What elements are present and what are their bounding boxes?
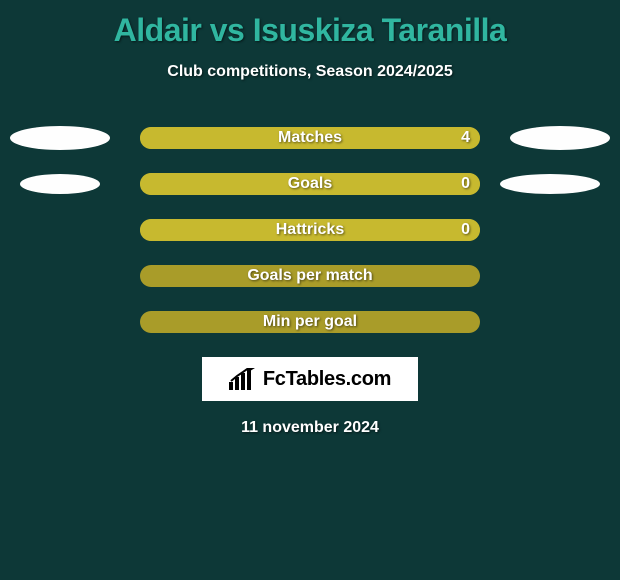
stat-label: Goals per match [140,265,480,287]
stat-label: Min per goal [140,311,480,333]
subtitle: Club competitions, Season 2024/2025 [0,63,620,81]
brand-text: FcTables.com [263,368,391,391]
stat-bar-fill [140,173,480,195]
date-text: 11 november 2024 [0,419,620,437]
bars-icon [229,368,255,390]
stat-bar: Hattricks0 [140,219,480,241]
page-title: Aldair vs Isuskiza Taranilla [0,0,620,49]
stat-bar: Goals per match [140,265,480,287]
stat-row: Min per goal [0,311,620,333]
stat-bar: Min per goal [140,311,480,333]
decor-ellipse [20,174,100,194]
brand-card: FcTables.com [202,357,418,401]
stat-rows: Matches4 Goals0 Hattricks0 Goals per match M… [0,127,620,333]
stat-bar-fill [140,219,480,241]
decor-ellipse [510,126,610,150]
stat-row: Goals0 [0,173,620,195]
stat-bar: Goals0 [140,173,480,195]
stat-row: Goals per match [0,265,620,287]
stat-row: Hattricks0 [0,219,620,241]
decor-ellipse [10,126,110,150]
stat-bar-fill [140,127,480,149]
stat-bar: Matches4 [140,127,480,149]
stat-row: Matches4 [0,127,620,149]
decor-ellipse [500,174,600,194]
